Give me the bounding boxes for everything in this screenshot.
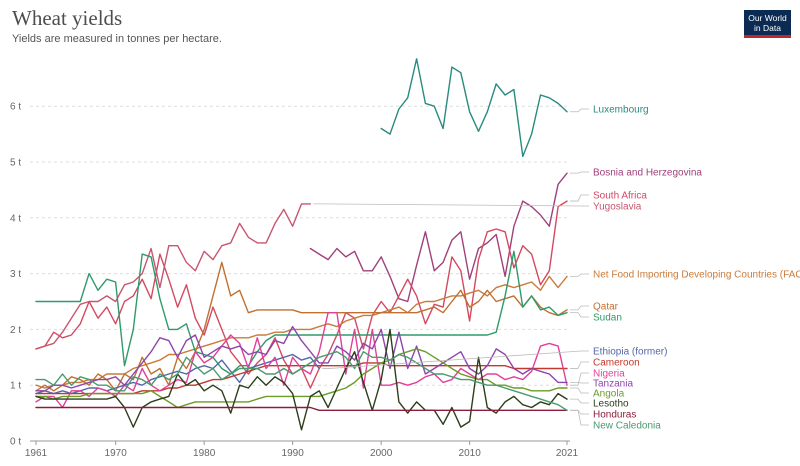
- series-label-7: Ethiopia (former): [593, 347, 667, 358]
- series-label-13: Honduras: [593, 410, 636, 421]
- x-tick-label: 1961: [25, 448, 48, 459]
- series-label-12: Lesotho: [593, 399, 629, 410]
- logo-line-1: Our World: [748, 13, 787, 23]
- label-connector: [570, 409, 589, 426]
- x-tick-label: 2010: [459, 448, 482, 459]
- series-label-5: Qatar: [593, 302, 619, 313]
- logo-line-2: in Data: [754, 23, 781, 33]
- label-connector: [570, 171, 589, 174]
- label-connector: [570, 382, 589, 384]
- y-tick-label: 0 t: [10, 437, 21, 448]
- x-tick-label: 1990: [282, 448, 305, 459]
- series-label-0: Luxembourg: [593, 105, 649, 116]
- label-connector: [570, 387, 589, 394]
- label-connector: [570, 372, 589, 386]
- series-label-3: Yugoslavia: [593, 202, 642, 213]
- y-tick-label: 5 t: [10, 158, 21, 169]
- label-connector: [570, 409, 589, 415]
- series-label-11: Angola: [593, 389, 625, 400]
- series-line-14: [35, 351, 568, 411]
- series-line-6: [35, 250, 568, 375]
- label-connector: [570, 194, 589, 202]
- x-tick-label: 2021: [556, 448, 579, 459]
- label-connector: [570, 398, 589, 404]
- series-line-1: [309, 172, 568, 303]
- y-tick-label: 3 t: [10, 269, 21, 280]
- x-tick-label: 2000: [370, 448, 393, 459]
- label-connector: [570, 305, 589, 311]
- y-tick-label: 1 t: [10, 381, 21, 392]
- series-line-0: [380, 58, 568, 158]
- label-connector: [570, 361, 589, 369]
- label-connector: [570, 273, 589, 277]
- series-label-14: New Caledonia: [593, 421, 661, 432]
- label-connector: [570, 108, 589, 113]
- series-line-5: [35, 261, 568, 392]
- owid-logo[interactable]: Our World in Data: [744, 10, 791, 38]
- series-line-11: [35, 348, 568, 409]
- series-line-3: [35, 203, 312, 350]
- y-tick-label: 4 t: [10, 213, 21, 224]
- series-label-9: Nigeria: [593, 369, 625, 380]
- x-tick-label: 1970: [105, 448, 128, 459]
- series-label-4: Net Food Importing Developing Countries …: [593, 270, 800, 281]
- series-label-8: Cameroon: [593, 358, 640, 369]
- label-connector: [570, 312, 589, 318]
- x-tick-label: 1980: [193, 448, 216, 459]
- y-tick-label: 6 t: [10, 102, 21, 113]
- series-label-6: Sudan: [593, 313, 622, 324]
- series-label-1: Bosnia and Herzegovina: [593, 168, 702, 179]
- series-line-10: [35, 325, 568, 392]
- chart-title: Wheat yields: [12, 6, 123, 30]
- series-label-10: Tanzania: [593, 379, 633, 390]
- series-label-2: South Africa: [593, 191, 647, 202]
- chart-subtitle: Yields are measured in tonnes per hectar…: [12, 33, 222, 45]
- label-connector: [313, 203, 589, 207]
- label-connector: [322, 350, 589, 369]
- series-line-13: [35, 406, 568, 411]
- series-line-4: [35, 275, 568, 389]
- y-tick-label: 2 t: [10, 325, 21, 336]
